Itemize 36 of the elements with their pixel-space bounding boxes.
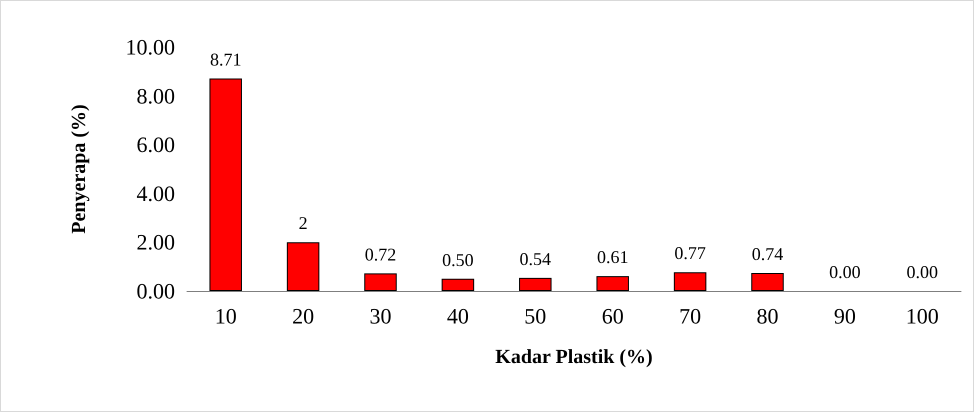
x-tick-label: 50 (524, 304, 546, 328)
x-tick-label: 10 (214, 304, 237, 328)
bar (364, 273, 397, 291)
data-label: 0.72 (364, 244, 396, 264)
data-label: 0.74 (752, 244, 784, 264)
x-tick-label: 20 (292, 304, 314, 328)
y-tick-label: 8.00 (136, 83, 175, 108)
data-label: 0.00 (906, 262, 938, 282)
data-label: 2 (298, 213, 308, 234)
bar (209, 78, 242, 291)
x-tick-label: 30 (370, 304, 392, 328)
x-tick-label: 70 (679, 304, 702, 328)
data-label: 0.00 (829, 262, 861, 282)
data-label: 0.54 (520, 248, 552, 269)
x-tick-label: 60 (602, 304, 624, 328)
bar (519, 278, 552, 291)
y-tick-label: 10.00 (126, 34, 175, 60)
bar (596, 276, 629, 291)
y-axis-title: Penyerapa (%) (68, 104, 90, 234)
bar (442, 278, 474, 291)
bar (751, 272, 784, 291)
x-tick-label: 80 (756, 304, 778, 328)
y-tick-label: 2.00 (136, 230, 175, 255)
data-label: 0.61 (596, 247, 628, 268)
bar (286, 242, 320, 291)
data-label: 0.50 (442, 250, 474, 270)
x-tick-label: 40 (446, 304, 469, 328)
bar (674, 272, 706, 291)
x-tick-label: 100 (906, 304, 939, 328)
y-tick-label: 0.00 (136, 278, 175, 304)
data-label: 0.77 (674, 243, 706, 264)
y-tick-label: 4.00 (136, 180, 175, 206)
x-tick-label: 90 (834, 304, 856, 328)
x-axis-title: Kadar Plastik (%) (495, 346, 653, 368)
data-label: 8.71 (210, 49, 242, 70)
y-tick-label: 6.00 (136, 132, 175, 158)
